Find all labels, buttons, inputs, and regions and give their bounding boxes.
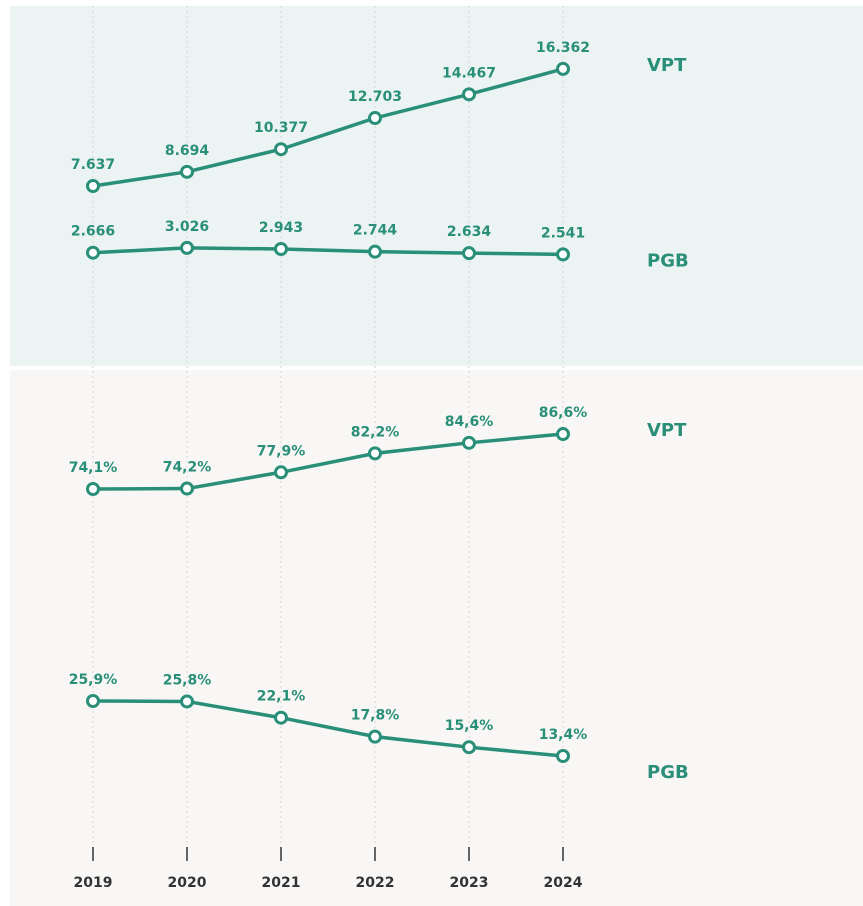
data-label: 13,4% [539,727,588,743]
data-point [556,748,570,763]
series-name: VPT [647,420,687,441]
data-point [462,435,476,450]
data-point [368,111,382,126]
data-label: 17,8% [351,708,400,724]
series-name: PGB [647,250,689,271]
data-label: 10.377 [254,120,308,136]
data-label: 22,1% [257,689,306,705]
series-line [92,67,564,188]
x-tick-label: 2019 [74,875,113,891]
panel-background [10,6,863,366]
data-label: 7.637 [71,157,115,173]
data-point [556,247,570,262]
data-point [368,244,382,259]
data-point [368,446,382,461]
data-point [274,465,288,480]
series-line [92,246,564,257]
data-label: 16.362 [536,40,590,56]
data-label: 8.694 [165,143,210,159]
data-point [86,482,100,496]
data-point [368,729,382,744]
x-tick-label: 2022 [356,875,395,891]
x-tick-label: 2021 [262,875,301,891]
data-point [180,481,194,496]
data-label: 2.541 [541,225,585,241]
data-point [274,242,288,257]
data-point [556,61,570,76]
x-tick-label: 2020 [168,875,207,891]
data-label: 2.943 [259,220,303,236]
data-point [86,179,100,194]
series-name: VPT [647,55,687,76]
data-label: 3.026 [165,219,209,235]
data-label: 2.666 [71,224,115,240]
data-point [180,240,194,255]
data-label: 12.703 [348,89,402,105]
series-name: PGB [647,762,689,783]
data-point [462,246,476,261]
data-label: 2.744 [353,223,398,239]
data-label: 15,4% [445,718,494,734]
data-point [180,164,194,179]
data-label: 74,1% [69,460,118,476]
data-label: 77,9% [257,443,306,459]
data-point [462,740,476,755]
series-line [92,432,564,491]
data-point [274,710,288,725]
data-point [86,245,100,260]
data-point [180,694,194,709]
data-label: 25,8% [163,672,212,688]
series-line [92,699,564,758]
data-point [274,142,288,157]
data-label: 84,6% [445,414,494,430]
panel-background [10,370,863,906]
data-label: 14.467 [442,65,496,81]
data-point [556,427,570,442]
data-label: 86,6% [539,405,588,421]
x-tick-label: 2023 [450,875,489,891]
x-tick-label: 2024 [544,875,583,891]
data-point [462,87,476,102]
data-label: 74,2% [163,460,212,476]
data-label: 2.634 [447,224,492,240]
data-label: 82,2% [351,424,400,440]
data-label: 25,9% [69,672,118,688]
data-point [86,694,100,709]
